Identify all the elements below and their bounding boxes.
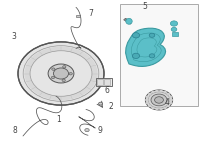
Circle shape [52,68,55,70]
Circle shape [85,128,89,132]
Circle shape [132,53,140,59]
Circle shape [151,91,154,93]
Text: 3: 3 [11,32,16,41]
Bar [172,32,178,36]
Circle shape [155,90,158,92]
Circle shape [53,68,69,79]
Circle shape [167,93,170,95]
Bar [124,18,128,22]
Circle shape [148,105,151,107]
Circle shape [170,21,178,26]
Text: 2: 2 [109,102,113,111]
Text: 8: 8 [13,126,17,135]
Circle shape [169,102,172,104]
Circle shape [160,108,163,110]
Bar [76,15,80,17]
Bar [104,79,110,85]
Circle shape [145,99,148,101]
Circle shape [164,107,167,109]
Text: 9: 9 [98,126,102,135]
Circle shape [164,91,167,93]
Circle shape [155,97,163,103]
Text: 1: 1 [57,115,61,124]
Bar [97,79,103,85]
Text: 4: 4 [165,98,169,107]
Text: 5: 5 [143,2,147,11]
Circle shape [146,96,149,98]
Circle shape [63,66,66,68]
Circle shape [24,47,98,100]
Circle shape [160,90,163,92]
Polygon shape [126,28,166,66]
Polygon shape [22,46,87,100]
Text: 6: 6 [105,86,109,95]
Circle shape [48,64,74,83]
Circle shape [149,33,155,37]
Bar [96,78,112,86]
Circle shape [155,108,158,110]
Circle shape [148,92,170,108]
Circle shape [69,73,72,75]
Circle shape [169,96,172,98]
Circle shape [151,107,154,109]
Circle shape [171,27,177,31]
Circle shape [30,51,92,96]
Text: 7: 7 [89,9,93,19]
Circle shape [62,79,65,82]
Circle shape [151,94,167,106]
Circle shape [51,76,55,79]
Circle shape [132,33,140,38]
Circle shape [145,90,173,110]
Ellipse shape [126,18,132,24]
Circle shape [148,93,151,95]
Circle shape [170,99,173,101]
Circle shape [167,105,170,107]
Circle shape [99,102,103,105]
Circle shape [18,42,104,105]
Circle shape [146,102,149,104]
Bar [120,4,198,106]
Circle shape [149,54,155,58]
